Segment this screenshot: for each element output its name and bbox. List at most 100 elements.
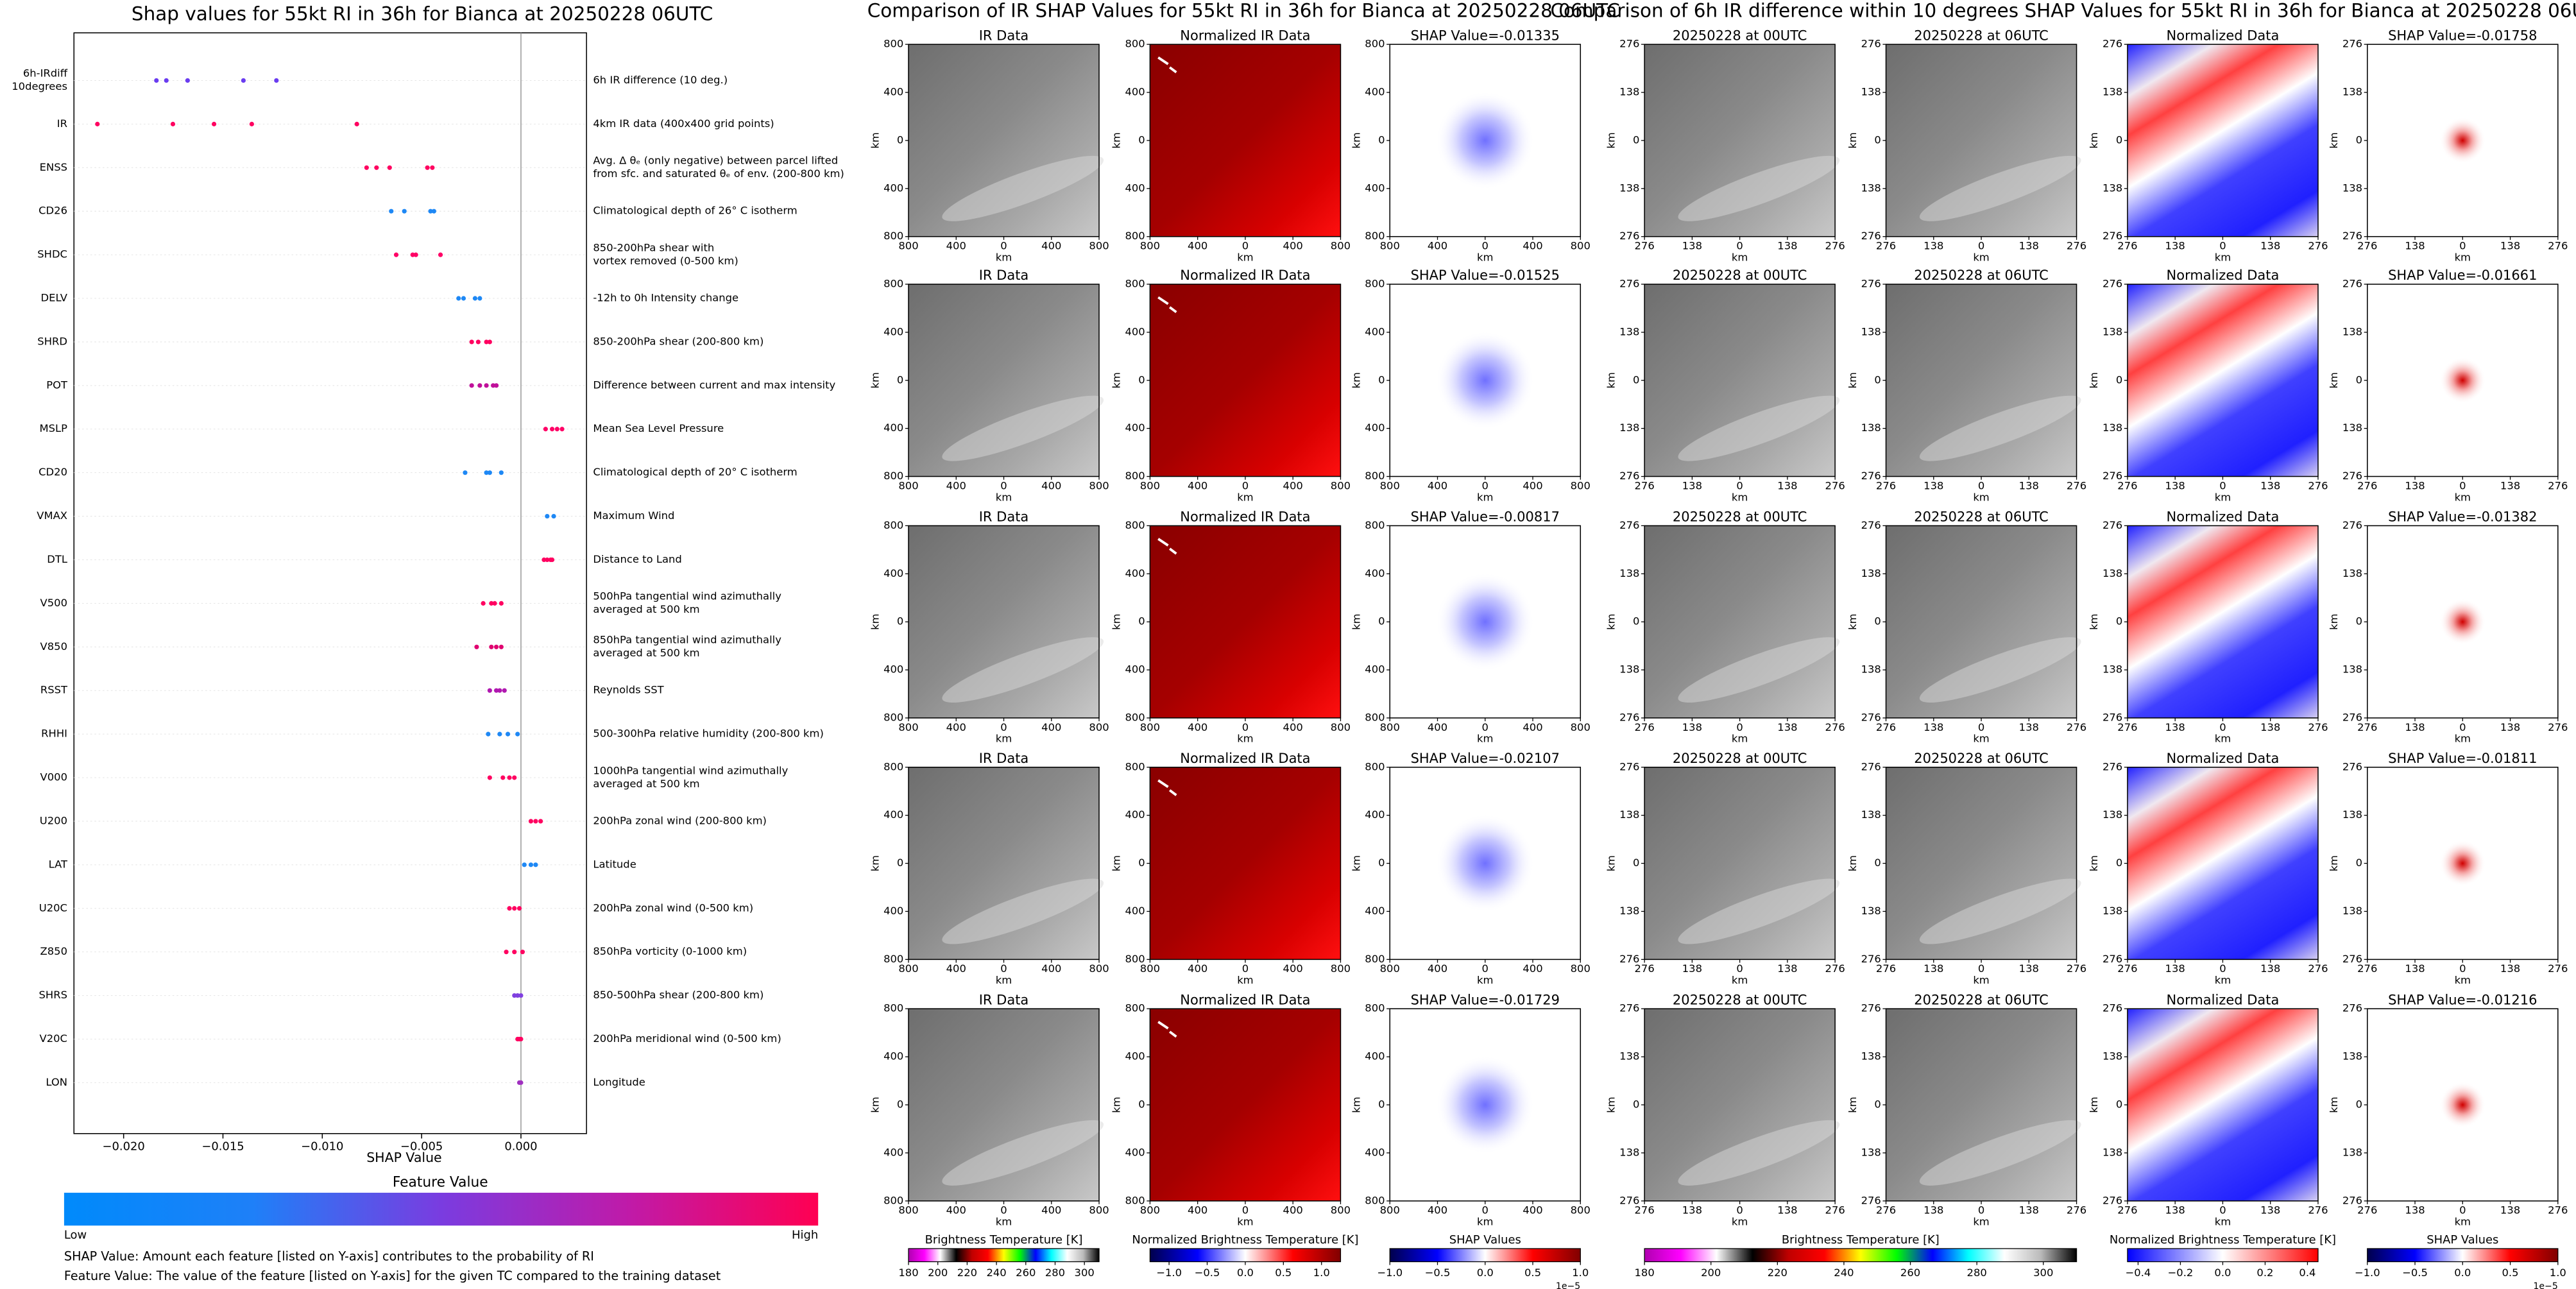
image-texture xyxy=(942,637,1104,703)
x-tick-label: 276 xyxy=(2067,962,2086,975)
feature-label: LON xyxy=(46,1076,67,1088)
x-tick-label: 138 xyxy=(1682,1204,1702,1216)
y-tick-label: 138 xyxy=(1861,1146,1881,1158)
x-tick-label: 0 xyxy=(1000,479,1007,491)
x-tick-label: 138 xyxy=(1777,1204,1797,1216)
y-tick-label: 0 xyxy=(897,615,903,627)
y-tick-label: 800 xyxy=(883,277,903,289)
y-tick-label: 138 xyxy=(2342,808,2362,821)
panel-title: 20250228 at 06UTC xyxy=(1914,751,2049,766)
y-tick-label: 800 xyxy=(1365,760,1385,773)
x-tick-label: 276 xyxy=(1876,240,1896,252)
y-tick-label: 400 xyxy=(1365,905,1385,917)
y-tick-label: 138 xyxy=(1619,663,1639,676)
y-tick-label: 138 xyxy=(2342,1146,2362,1158)
y-tick-label: 138 xyxy=(2342,182,2362,194)
y-tick-label: 276 xyxy=(1861,760,1881,773)
colorbar-tick-label: −0.5 xyxy=(1425,1267,1451,1279)
x-tick-label: −0.005 xyxy=(400,1140,443,1153)
x-tick-label: 276 xyxy=(1635,962,1655,975)
colorbar-tick-label: 260 xyxy=(1900,1267,1920,1279)
image xyxy=(2127,767,2318,960)
y-tick-label: 800 xyxy=(1125,1194,1145,1206)
point xyxy=(211,121,217,126)
x-tick-label: 0 xyxy=(1482,721,1488,733)
y-tick-label: 0 xyxy=(897,133,903,146)
x-axis-label: km xyxy=(1732,974,1748,986)
x-tick-label: 276 xyxy=(2067,240,2086,252)
colorbar-tick-label: 220 xyxy=(957,1267,977,1279)
image-blob xyxy=(1435,91,1535,190)
y-axis-label: km xyxy=(869,132,881,148)
y-tick-label: 400 xyxy=(1125,86,1145,98)
x-tick-label: 276 xyxy=(2117,479,2137,491)
feature-description: vortex removed (0-500 km) xyxy=(593,255,738,267)
x-tick-label: 276 xyxy=(2067,1204,2086,1216)
y-tick-label: 0 xyxy=(1633,1098,1639,1110)
point xyxy=(491,383,496,388)
x-tick-label: 0 xyxy=(2219,962,2226,975)
y-axis-label: km xyxy=(2088,613,2100,629)
x-tick-label: 276 xyxy=(2117,962,2137,975)
x-tick-label: 138 xyxy=(2019,240,2039,252)
feature-description: 200hPa zonal wind (200-800 km) xyxy=(593,814,767,826)
feature-label: SHRD xyxy=(37,335,67,347)
x-tick-label: 276 xyxy=(1635,1204,1655,1216)
chart-title: Comparison of IR SHAP Values for 55kt RI… xyxy=(867,0,1620,21)
x-axis-label: km xyxy=(2215,1216,2231,1228)
x-axis-label: km xyxy=(1732,733,1748,745)
y-tick-label: 400 xyxy=(1125,1146,1145,1158)
y-tick-label: 400 xyxy=(1365,1146,1385,1158)
x-tick-label: 800 xyxy=(1571,721,1591,733)
y-tick-label: 400 xyxy=(883,325,903,337)
panel-title: IR Data xyxy=(979,28,1029,43)
x-axis-label: km xyxy=(1237,491,1253,503)
x-tick-label: 400 xyxy=(1041,1204,1061,1216)
feature-label: RHHI xyxy=(41,728,67,740)
x-tick-label: 800 xyxy=(1331,1204,1351,1216)
x-tick-label: 800 xyxy=(1380,1204,1400,1216)
y-tick-label: 0 xyxy=(1138,373,1145,386)
feature-label: 10degrees xyxy=(12,80,67,92)
x-tick-label: 276 xyxy=(2308,1204,2328,1216)
y-tick-label: 400 xyxy=(1365,808,1385,821)
x-tick-label: 138 xyxy=(1682,479,1702,491)
point xyxy=(274,78,279,83)
point xyxy=(413,252,418,257)
y-tick-label: 138 xyxy=(1619,808,1639,821)
x-tick-label: 138 xyxy=(2405,240,2425,252)
panel-title: SHAP Value=-0.01729 xyxy=(1411,992,1560,1007)
x-axis-label: km xyxy=(1237,252,1253,264)
x-tick-label: 0 xyxy=(2459,962,2466,975)
point xyxy=(364,165,369,170)
colorbar-label: Brightness Temperature [K] xyxy=(925,1233,1083,1247)
panel-title: IR Data xyxy=(979,992,1029,1007)
x-tick-label: 400 xyxy=(1283,962,1303,975)
point xyxy=(489,601,494,606)
colorbar-tick-label: 1.0 xyxy=(2550,1267,2566,1279)
y-tick-label: 138 xyxy=(2103,808,2122,821)
y-tick-label: 138 xyxy=(1861,567,1881,579)
point xyxy=(438,252,443,257)
colorbar-offset: 1e−5 xyxy=(1556,1281,1580,1289)
feature-description: averaged at 500 km xyxy=(593,647,699,659)
colorbar-tick-label: 280 xyxy=(1967,1267,1987,1279)
point xyxy=(354,121,359,126)
point xyxy=(499,644,504,649)
y-tick-label: 276 xyxy=(1861,1194,1881,1206)
point xyxy=(484,383,489,388)
colorbar-tick-label: 200 xyxy=(928,1267,948,1279)
y-tick-label: 800 xyxy=(883,38,903,50)
x-tick-label: 400 xyxy=(946,721,966,733)
image-texture xyxy=(1678,878,1840,944)
y-tick-label: 800 xyxy=(1365,1194,1385,1206)
colorbar xyxy=(1644,1248,2077,1263)
y-axis-label: km xyxy=(1847,372,1859,388)
y-tick-label: 138 xyxy=(2103,663,2122,676)
x-tick-label: 138 xyxy=(2500,479,2520,491)
y-axis-label: km xyxy=(869,372,881,388)
chart-title: Comparison of 6h IR difference within 10… xyxy=(1550,0,2576,21)
